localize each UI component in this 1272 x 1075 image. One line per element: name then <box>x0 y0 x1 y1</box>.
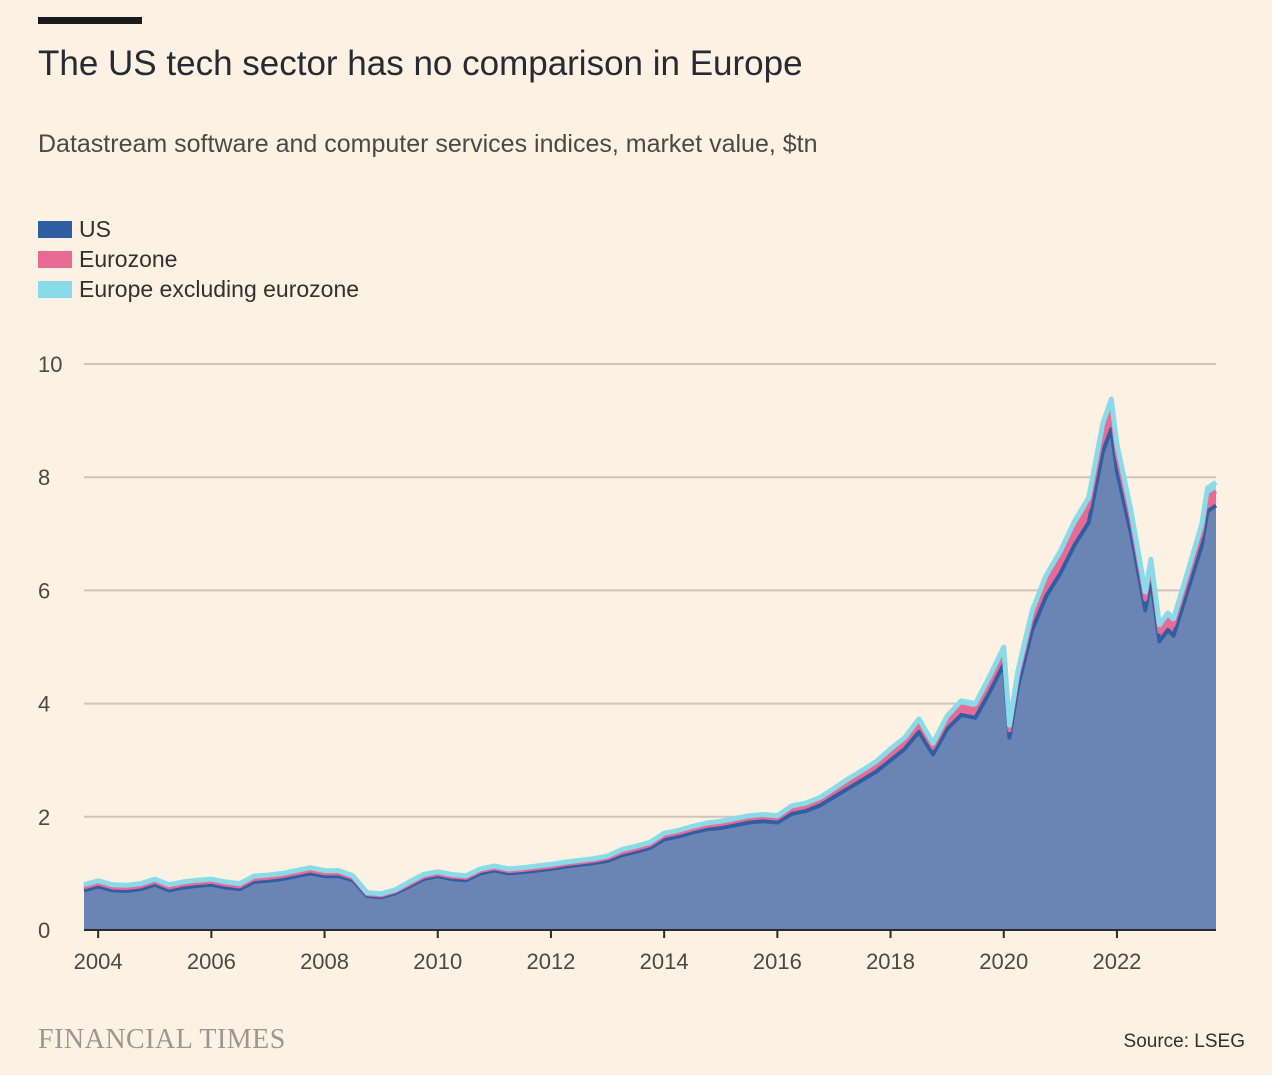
legend-item-eurozone: Eurozone <box>38 244 359 274</box>
x-tick-label: 2006 <box>187 949 236 974</box>
x-tick-label: 2008 <box>300 949 349 974</box>
chart-title: The US tech sector has no comparison in … <box>38 44 803 83</box>
chart-subtitle: Datastream software and computer service… <box>38 130 818 158</box>
legend-swatch-europe-ex-eurozone <box>38 280 72 298</box>
y-tick-label: 4 <box>38 692 50 717</box>
source-note: Source: LSEG <box>1123 1031 1245 1052</box>
x-tick-label: 2014 <box>640 949 689 974</box>
x-tick-label: 2004 <box>74 949 123 974</box>
line-europe-excluding-eurozone <box>83 396 1218 897</box>
line-eurozone <box>83 409 1218 898</box>
area-us <box>84 429 1216 930</box>
y-tick-label: 10 <box>38 352 62 377</box>
x-tick-label: 2016 <box>753 949 802 974</box>
legend-label-europe-ex-eurozone: Europe excluding eurozone <box>79 275 360 302</box>
legend-label-us: US <box>79 215 111 242</box>
ft-top-rule <box>38 17 142 24</box>
x-tick-label: 2018 <box>866 949 915 974</box>
x-tick-label: 2012 <box>526 949 575 974</box>
legend-label-eurozone: Eurozone <box>79 245 178 272</box>
x-axis: 2004 2006 2008 2010 2012 2014 2016 2018 2020 2022 <box>74 929 1216 974</box>
y-axis: 0 2 4 6 8 10 <box>38 352 62 943</box>
y-tick-label: 2 <box>38 805 50 830</box>
series-lines <box>83 396 1218 900</box>
legend-item-us: US <box>38 214 359 244</box>
legend-swatch-eurozone <box>38 250 72 268</box>
ft-logo: FINANCIAL TIMES <box>38 1024 286 1055</box>
x-tick-label: 2022 <box>1092 949 1141 974</box>
x-tick-label: 2020 <box>979 949 1028 974</box>
x-tick-label: 2010 <box>413 949 462 974</box>
y-tick-label: 6 <box>38 578 50 603</box>
legend-swatch-us <box>38 220 72 238</box>
y-tick-label: 0 <box>38 918 50 943</box>
chart-legend: US Eurozone Europe excluding eurozone <box>38 214 359 304</box>
y-tick-label: 8 <box>38 465 50 490</box>
area-layers <box>84 399 1216 930</box>
legend-item-europe-ex-eurozone: Europe excluding eurozone <box>38 274 359 304</box>
line-us <box>83 427 1218 900</box>
